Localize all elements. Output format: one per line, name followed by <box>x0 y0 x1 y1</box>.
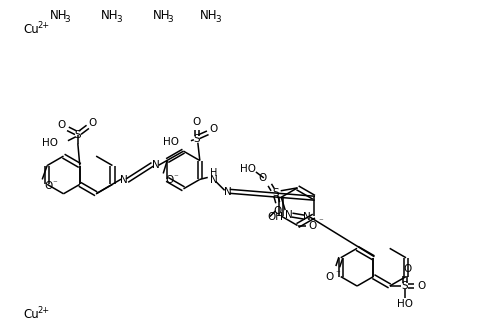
Text: O: O <box>89 118 97 128</box>
Text: HO: HO <box>240 164 256 174</box>
Text: ⁻: ⁻ <box>173 173 178 182</box>
Text: O: O <box>165 175 173 185</box>
Text: O: O <box>209 124 218 134</box>
Text: O: O <box>308 220 317 230</box>
Text: S: S <box>75 130 81 140</box>
Text: S: S <box>272 188 279 198</box>
Text: H: H <box>210 168 217 178</box>
Text: O: O <box>193 117 201 127</box>
Text: O: O <box>326 271 334 282</box>
Text: HO: HO <box>396 299 412 309</box>
Text: ⁻: ⁻ <box>318 217 323 226</box>
Text: O: O <box>259 173 267 183</box>
Text: 3: 3 <box>168 15 173 24</box>
Text: 2+: 2+ <box>37 21 50 30</box>
Text: 2+: 2+ <box>37 306 50 315</box>
Text: 3: 3 <box>116 15 122 24</box>
Text: HO: HO <box>42 138 58 148</box>
Text: O: O <box>58 120 66 130</box>
Text: Cu: Cu <box>24 23 39 36</box>
Text: O: O <box>274 206 282 216</box>
Text: N: N <box>151 160 159 170</box>
Text: O: O <box>44 181 53 191</box>
Text: ⁻: ⁻ <box>336 269 340 278</box>
Text: NH: NH <box>101 9 119 22</box>
Text: NH: NH <box>153 9 170 22</box>
Text: O: O <box>403 264 412 274</box>
Text: 3: 3 <box>64 15 70 24</box>
Text: OH: OH <box>268 212 284 222</box>
Text: Cu: Cu <box>24 308 39 321</box>
Text: N: N <box>285 210 293 220</box>
Text: N: N <box>120 175 128 185</box>
Text: NH: NH <box>50 9 67 22</box>
Text: 3: 3 <box>215 15 221 24</box>
Text: N: N <box>210 175 218 185</box>
Text: S: S <box>193 134 200 144</box>
Text: N: N <box>224 187 231 197</box>
Text: O: O <box>417 281 426 291</box>
Text: HO: HO <box>163 137 179 147</box>
Text: S: S <box>401 281 408 291</box>
Text: N: N <box>303 212 311 222</box>
Text: NH: NH <box>200 9 218 22</box>
Text: ⁻: ⁻ <box>52 179 57 188</box>
